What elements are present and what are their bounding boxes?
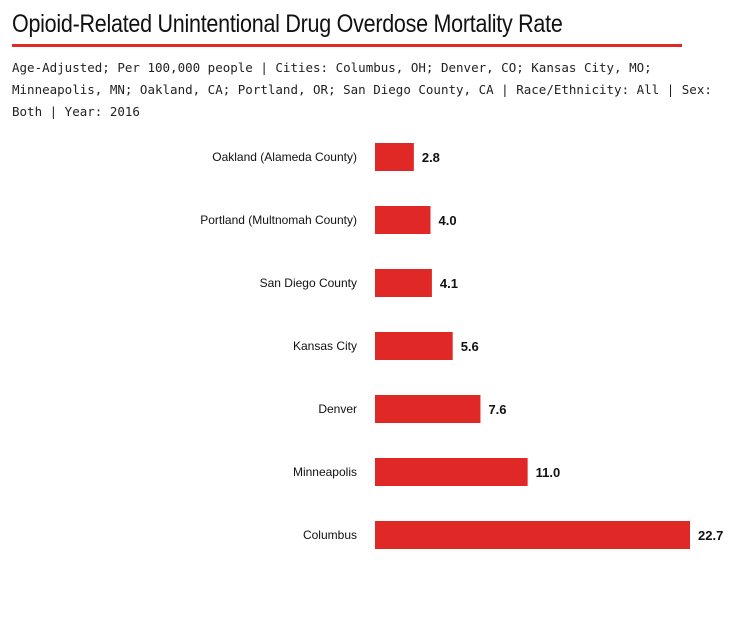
bar-portland-multnomah-county bbox=[375, 206, 431, 234]
value-label-kansas-city: 5.6 bbox=[461, 339, 479, 354]
bar-oakland-alameda-county bbox=[375, 143, 414, 171]
category-label-kansas-city: Kansas City bbox=[293, 339, 357, 353]
bar-san-diego-county bbox=[375, 269, 432, 297]
value-label-minneapolis: 11.0 bbox=[536, 465, 561, 480]
value-label-columbus: 22.7 bbox=[698, 528, 723, 543]
chart-subtitle: Age-Adjusted; Per 100,000 people | Citie… bbox=[12, 60, 712, 119]
category-label-columbus: Columbus bbox=[303, 528, 357, 542]
value-label-oakland-alameda-county: 2.8 bbox=[422, 150, 440, 165]
bar-minneapolis bbox=[375, 458, 528, 486]
chart-title: Opioid-Related Unintentional Drug Overdo… bbox=[12, 10, 563, 38]
category-label-denver: Denver bbox=[318, 402, 357, 416]
bar-kansas-city bbox=[375, 332, 453, 360]
value-label-san-diego-county: 4.1 bbox=[440, 276, 458, 291]
title-underline bbox=[12, 44, 682, 47]
category-label-oakland-alameda-county: Oakland (Alameda County) bbox=[212, 150, 357, 164]
bar-chart: Oakland (Alameda County) 2.8 Portland (Mul… bbox=[200, 143, 723, 549]
category-label-portland-multnomah-county: Portland (Multnomah County) bbox=[200, 213, 357, 227]
value-label-denver: 7.6 bbox=[488, 402, 506, 417]
bar-columbus bbox=[375, 521, 690, 549]
category-label-san-diego-county: San Diego County bbox=[260, 276, 357, 290]
value-label-portland-multnomah-county: 4.0 bbox=[439, 213, 457, 228]
bar-denver bbox=[375, 395, 481, 423]
category-label-minneapolis: Minneapolis bbox=[293, 465, 357, 479]
